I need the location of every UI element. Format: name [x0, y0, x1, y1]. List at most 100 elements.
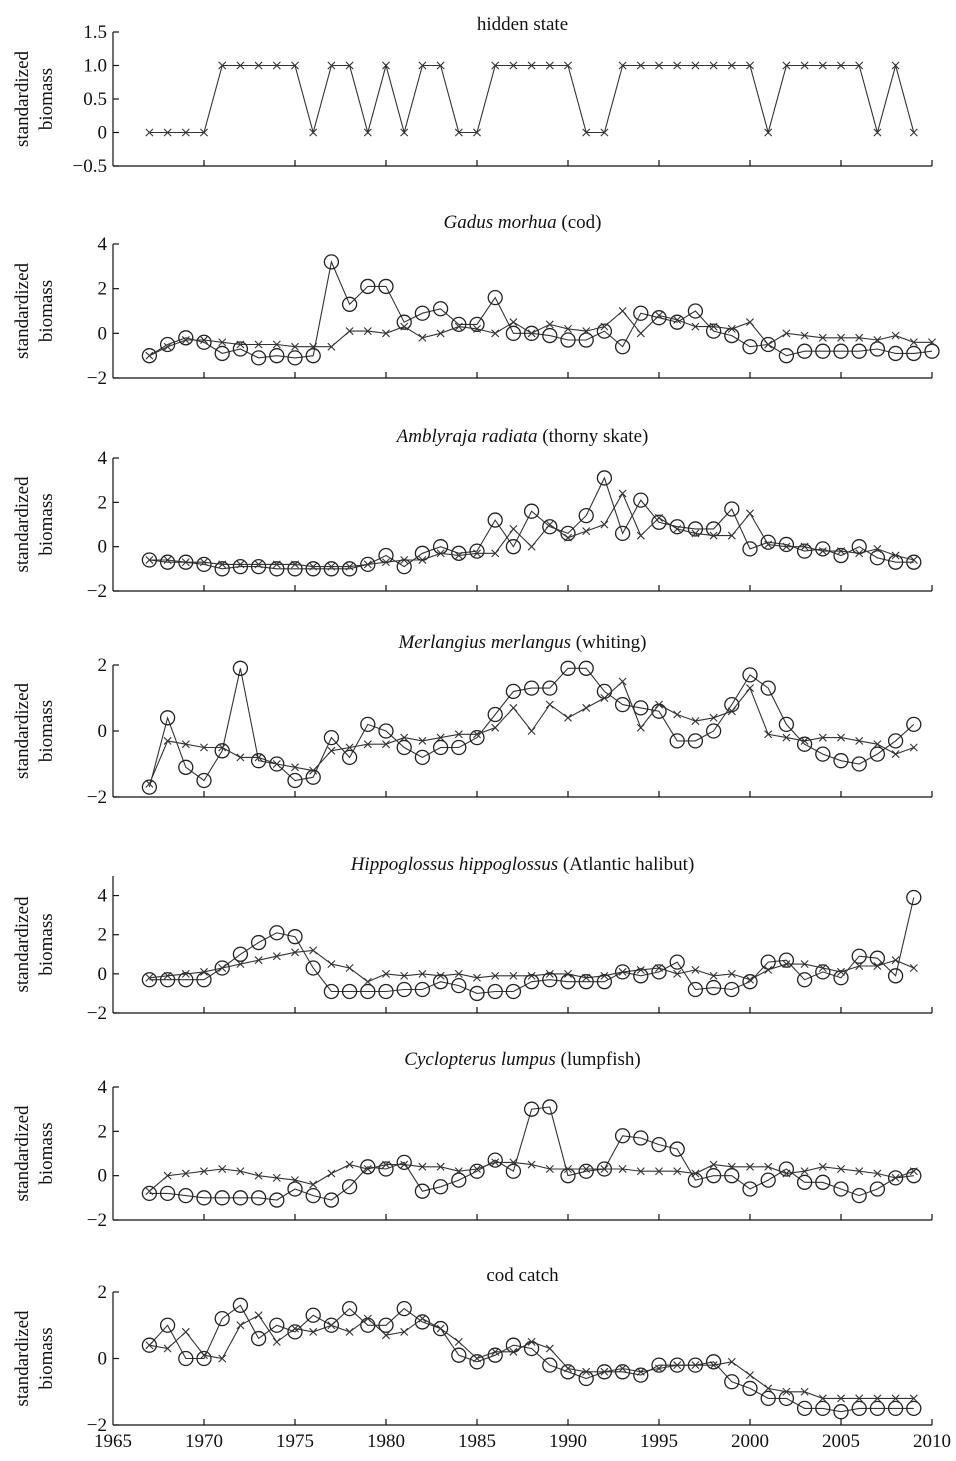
data-point-x [600, 971, 609, 980]
y-tick-label: 0 [98, 964, 108, 985]
data-point-x [855, 1167, 864, 1176]
data-point-x [582, 128, 591, 137]
data-point-circle [724, 1168, 740, 1184]
data-point-x [909, 1167, 918, 1176]
data-point-x [655, 700, 663, 709]
data-point-x [200, 128, 208, 137]
data-point-x [800, 61, 809, 70]
data-point-circle [159, 710, 176, 726]
data-point-x [782, 542, 791, 551]
data-point-x [837, 1394, 845, 1403]
data-point-circle [705, 979, 722, 996]
data-point-x [491, 549, 500, 558]
data-point-circle [614, 1364, 631, 1380]
data-point-x [764, 730, 773, 739]
data-point-x [454, 730, 463, 739]
data-point-x [491, 61, 500, 70]
data-point-x [909, 555, 918, 564]
data-point-x [363, 1165, 372, 1174]
data-point-circle [159, 1317, 176, 1333]
data-point-circle [760, 534, 776, 550]
data-point-x [709, 1361, 718, 1370]
data-point-x [181, 558, 190, 567]
data-point-circle [633, 700, 649, 716]
data-point-circle [305, 348, 321, 364]
data-point-circle [614, 1128, 631, 1144]
data-point-circle [833, 753, 849, 769]
data-point-x [564, 713, 572, 722]
y-tick-label: 2 [98, 1282, 108, 1303]
data-point-x [818, 963, 827, 972]
data-point-x [200, 743, 208, 752]
data-point-x [600, 694, 609, 702]
x-tick-label: 1995 [640, 1431, 678, 1452]
data-point-x [891, 551, 900, 560]
data-point-circle [542, 1357, 558, 1373]
data-point-x [327, 1169, 336, 1178]
data-point-x [236, 1167, 245, 1176]
data-point-x [873, 1394, 882, 1403]
series-x-markers [145, 677, 918, 788]
data-point-x [163, 555, 172, 564]
data-point-circle [250, 350, 267, 366]
data-point-x [582, 703, 591, 712]
data-point-circle [323, 729, 340, 746]
y-tick-label: 2 [98, 279, 108, 300]
y-tick-label: 4 [98, 886, 108, 907]
data-point-circle [414, 749, 431, 766]
data-point-x [363, 977, 372, 986]
data-point-circle [760, 954, 776, 970]
y-tick-label: −2 [87, 1415, 107, 1436]
data-point-circle [214, 345, 230, 362]
data-point-circle [341, 561, 358, 577]
data-point-circle [815, 1400, 831, 1417]
data-point-circle [851, 756, 867, 772]
data-point-circle [414, 1183, 431, 1199]
y-axis-label: biomass [36, 280, 57, 342]
data-point-circle [724, 1374, 740, 1390]
data-point-x [382, 329, 390, 338]
data-point-circle [851, 948, 867, 964]
data-point-x [236, 753, 245, 762]
data-point-x [582, 527, 591, 536]
data-point-circle [232, 946, 249, 962]
data-point-circle [760, 1390, 776, 1407]
x-tick-label: 2010 [913, 1431, 951, 1452]
data-point-x [473, 973, 481, 982]
data-point-circle [833, 343, 849, 359]
data-point-x [218, 963, 227, 972]
data-point-circle [578, 974, 594, 990]
data-point-circle [869, 341, 886, 357]
data-point-circle [887, 968, 904, 984]
data-point-x [527, 61, 536, 70]
data-point-circle [560, 660, 576, 676]
data-point-x [545, 320, 554, 329]
data-point-x [436, 61, 445, 70]
data-point-x [145, 779, 154, 788]
data-point-x [218, 61, 227, 70]
data-point-circle [742, 667, 758, 683]
data-point-circle [887, 345, 904, 362]
data-point-x [291, 342, 299, 351]
data-point-x [636, 1367, 645, 1376]
data-point-x [727, 1162, 736, 1171]
data-point-x [363, 1314, 372, 1323]
data-point-circle [269, 1192, 285, 1208]
series-circle-markers [141, 889, 922, 1002]
data-point-x [272, 340, 281, 349]
y-tick-label: 2 [98, 925, 108, 946]
data-point-circle [687, 521, 704, 537]
data-point-circle [742, 1181, 758, 1197]
data-point-circle [742, 1380, 758, 1397]
y-tick-label: 1.5 [83, 22, 107, 43]
data-point-x [855, 61, 864, 70]
y-tick-label: 4 [98, 234, 108, 255]
data-point-x [855, 1394, 864, 1403]
data-point-circle [505, 683, 522, 700]
data-point-x [527, 727, 536, 735]
data-point-x [691, 61, 700, 70]
data-point-x [727, 969, 736, 978]
data-point-x [163, 736, 172, 745]
data-point-x [709, 531, 718, 540]
data-point-x [545, 1165, 554, 1174]
